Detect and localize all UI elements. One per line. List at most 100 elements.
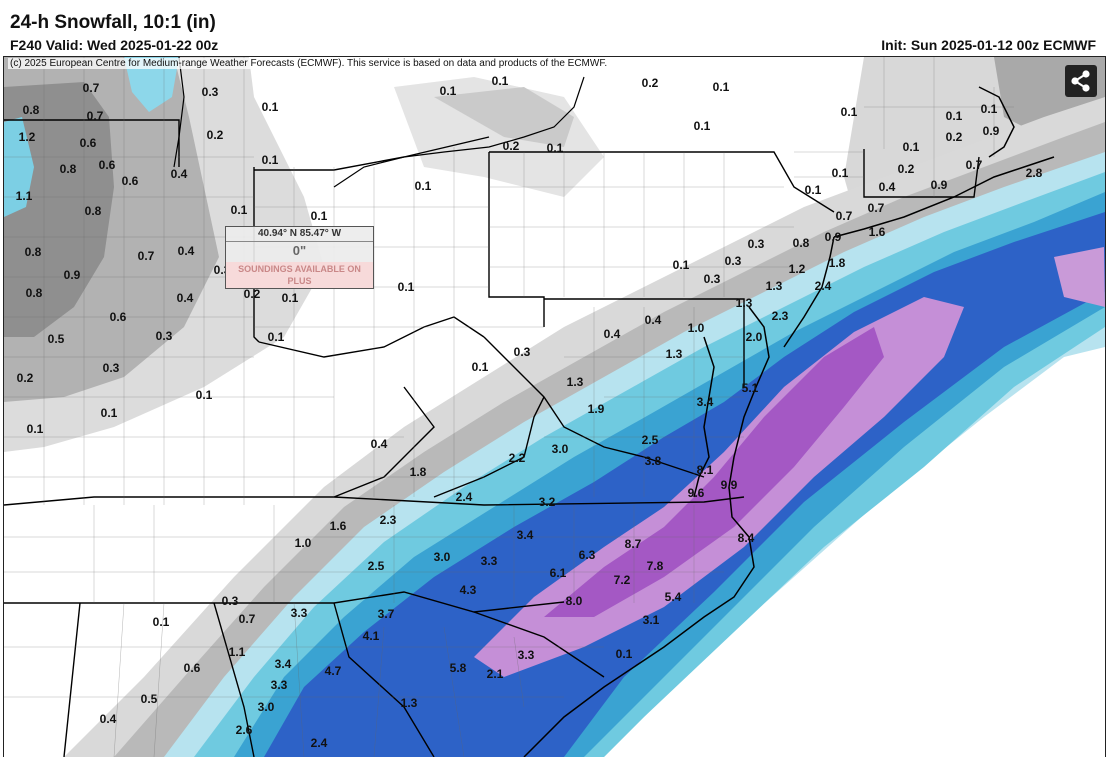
- soundings-plus-link[interactable]: SOUNDINGS AVAILABLE ON PLUS: [226, 262, 373, 288]
- snowfall-value-label: 0.3: [704, 272, 721, 286]
- snowfall-value-label: 7.8: [647, 559, 664, 573]
- snowfall-value-label: 0.5: [141, 692, 158, 706]
- snowfall-value-label: 0.1: [713, 80, 730, 94]
- snowfall-value-label: 0.8: [26, 286, 43, 300]
- snowfall-value-label: 0.6: [80, 136, 97, 150]
- coastline: [523, 86, 1055, 757]
- snowfall-value-label: 3.7: [378, 607, 395, 621]
- snow-shade-gray-dark-west: [4, 82, 114, 337]
- snowfall-value-label: 0.3: [514, 345, 531, 359]
- snowfall-value-label: 0.1: [616, 647, 633, 661]
- lake-michigan-shore: [173, 57, 185, 168]
- snowfall-value-label: 6.3: [579, 548, 596, 562]
- snowfall-value-label: 0.6: [110, 310, 127, 324]
- snowfall-value-label: 7.2: [614, 573, 631, 587]
- valid-time: F240 Valid: Wed 2025-01-22 00z: [10, 37, 219, 53]
- snowfall-value-label: 0.5: [48, 332, 65, 346]
- snowfall-value-label: 0.6: [99, 158, 116, 172]
- snowfall-value-label: 2.5: [642, 433, 659, 447]
- snowfall-value-label: 0.4: [645, 313, 662, 327]
- snowfall-value-label: 2.4: [456, 490, 473, 504]
- snowfall-value-label: 1.9: [588, 402, 605, 416]
- county-borders: [4, 57, 1014, 757]
- snowfall-value-label: 0.2: [898, 162, 915, 176]
- snowfall-value-label: 0.1: [415, 179, 432, 193]
- snowfall-value-label: 3.1: [643, 613, 660, 627]
- snowfall-value-label: 8.4: [738, 531, 755, 545]
- snowfall-value-labels: 0.7 0.30.10.8 0.71.2 0.60.20.8 0.60.6 0.40.11…: [16, 74, 1043, 750]
- snowfall-value-label: 0.7: [87, 109, 104, 123]
- share-icon: [1071, 70, 1090, 92]
- snowfall-value-label: 1.3: [567, 375, 584, 389]
- snowfall-value-label: 1.0: [295, 536, 312, 550]
- map-canvas[interactable]: 0.7 0.30.10.8 0.71.2 0.60.20.8 0.60.6 0.40.11…: [4, 57, 1105, 757]
- snowfall-value-label: 0.1: [547, 141, 564, 155]
- snowfall-value-label: 0.2: [207, 128, 224, 142]
- snowfall-value-label: 0.1: [153, 615, 170, 629]
- snowfall-value-label: 0.1: [492, 74, 509, 88]
- snowfall-value-label: 0.4: [604, 327, 621, 341]
- init-time: Init: Sun 2025-01-12 00z ECMWF: [881, 37, 1096, 53]
- share-button[interactable]: [1065, 65, 1097, 97]
- snowfall-value-label: 0.1: [694, 119, 711, 133]
- snow-shade-purple-east: [1054, 247, 1105, 307]
- snowfall-value-label: 3.4: [275, 657, 292, 671]
- snowfall-value-label: 0.4: [879, 180, 896, 194]
- snowfall-value-label: 1.3: [736, 296, 753, 310]
- snowfall-value-label: 4.1: [363, 629, 380, 643]
- snowfall-value-label: 1.8: [410, 465, 427, 479]
- snowfall-value-label: 0.1: [981, 102, 998, 116]
- snowfall-value-label: 2.6: [236, 723, 253, 737]
- snowfall-value-label: 3.4: [697, 395, 714, 409]
- snow-band-purple-deep: [544, 327, 884, 617]
- snowfall-value-label: 2.4: [311, 736, 328, 750]
- snowfall-value-label: 1.3: [401, 696, 418, 710]
- snowfall-value-label: 0.4: [177, 291, 194, 305]
- snowfall-value-label: 0.2: [642, 76, 659, 90]
- snowfall-value-label: 0.1: [268, 330, 285, 344]
- snowfall-value-label: 1.0: [688, 321, 705, 335]
- snowfall-value-label: 0.3: [103, 361, 120, 375]
- snowfall-value-label: 5.8: [450, 661, 467, 675]
- snow-shade-blue-west: [4, 117, 34, 217]
- lake-erie-shore: [333, 76, 585, 188]
- snowfall-value-label: 0.1: [282, 291, 299, 305]
- copyright-notice: (c) 2025 European Centre for Medium-rang…: [8, 58, 610, 69]
- snowfall-value-label: 0.1: [27, 422, 44, 436]
- state-borders: [4, 119, 980, 757]
- snowfall-value-label: 0.7: [83, 81, 100, 95]
- snowfall-value-label: 0.9: [931, 178, 948, 192]
- snowfall-value-label: 3.4: [517, 528, 534, 542]
- snowfall-value-label: 0.2: [946, 130, 963, 144]
- snowfall-value-label: 0.7: [239, 612, 256, 626]
- snowfall-value-label: 0.1: [903, 140, 920, 154]
- snowfall-value-label: 1.1: [16, 189, 33, 203]
- snowfall-value-label: 3.3: [481, 554, 498, 568]
- snowfall-map[interactable]: 0.7 0.3 0.1 0.8 0.7 1.2 0.6 0.2 0.8 0.6 0.6 0.4 0.1 1…: [3, 56, 1106, 757]
- map-header: 24-h Snowfall, 10:1 (in) F240 Valid: Wed…: [0, 0, 1112, 56]
- snowfall-value-label: 2.0: [746, 330, 763, 344]
- snowfall-value-label: 0.2: [17, 371, 34, 385]
- snowfall-value-label: 1.8: [829, 256, 846, 270]
- snowfall-value-label: 3.3: [271, 678, 288, 692]
- snowfall-value-label: 0.7: [836, 209, 853, 223]
- snowfall-value-label: 0.1: [262, 100, 279, 114]
- snowfall-value-label: 1.2: [789, 262, 806, 276]
- snowfall-value-label: 0.8: [793, 236, 810, 250]
- snowfall-value-label: 0.1: [101, 406, 118, 420]
- probe-value: 0": [292, 243, 307, 258]
- map-title: 24-h Snowfall, 10:1 (in): [10, 12, 216, 33]
- snowfall-value-label: 0.3: [156, 329, 173, 343]
- point-probe-tooltip: 40.94° N 85.47° W 0" SOUNDINGS AVAILABLE…: [225, 226, 374, 289]
- snowfall-value-label: 2.3: [772, 309, 789, 323]
- snowfall-value-label: 3.0: [258, 700, 275, 714]
- snowfall-value-label: 2.5: [368, 559, 385, 573]
- snowfall-value-label: 0.6: [122, 174, 139, 188]
- snowfall-value-label: 0.3: [725, 254, 742, 268]
- snowfall-value-label: 8.0: [566, 594, 583, 608]
- snowfall-value-label: 0.6: [184, 661, 201, 675]
- snowfall-value-label: 0.1: [841, 105, 858, 119]
- snowfall-value-label: 6.1: [550, 566, 567, 580]
- snowfall-value-label: 0.8: [85, 204, 102, 218]
- snowfall-value-label: 0.1: [832, 166, 849, 180]
